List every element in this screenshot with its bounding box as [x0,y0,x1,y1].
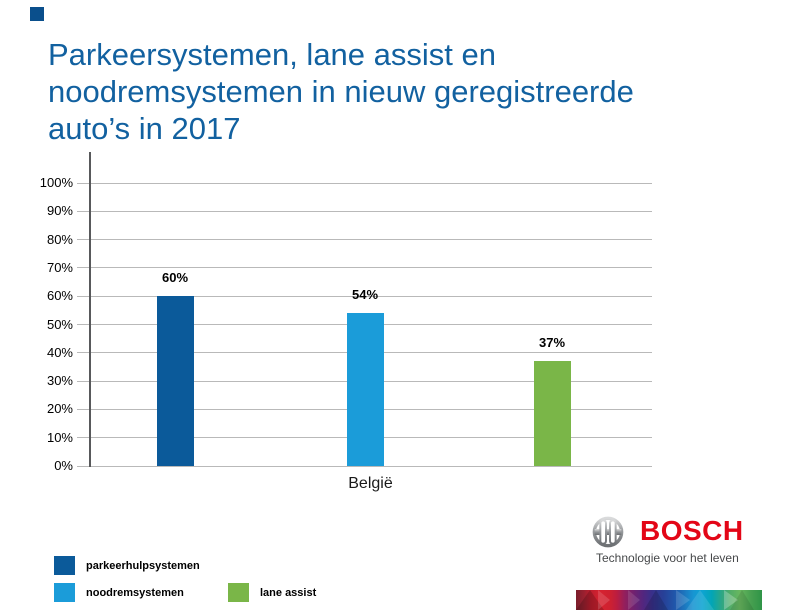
legend-swatch-lane-assist [228,583,249,602]
gridline-70% [77,267,652,269]
y-axis-tick-label: 20% [46,401,73,417]
y-axis-tick-label: 50% [46,316,73,332]
y-axis-tick-label: 90% [46,203,73,219]
bosch-template-corner-square [30,7,44,21]
bar-parkeerhulpsystemen [156,296,194,466]
slide-title: Parkeersystemen, lane assist en noodremsy… [48,36,634,147]
bosch-wordmark: BOSCH [640,515,744,546]
y-axis-tick-label: 80% [46,231,73,247]
title-line-1: Parkeersystemen, lane assist en [48,37,496,72]
gridline-100% [77,182,652,184]
bar-lane-assist [533,361,571,466]
y-axis-tick-label: 60% [46,288,73,304]
legend-swatch-parkeerhulpsystemen [54,556,75,575]
bar-value-label: 54% [351,287,379,303]
bosch-anchor-icon [592,516,624,548]
bosch-supergraphic-strip [576,590,762,610]
y-axis-tick-label: 100% [39,175,73,190]
y-axis-tick-label: 30% [46,373,73,389]
gridline-80% [77,239,652,241]
gridline-0% [77,465,652,467]
y-axis-tick-label: 10% [46,429,73,445]
bar-value-label: 60% [161,270,189,286]
bar-noodremsystemen [346,313,384,466]
y-axis-tick-label: 70% [46,259,73,275]
x-axis-category-label: België [348,475,393,492]
legend-label-parkeerhulpsystemen: parkeerhulpsystemen [86,560,200,572]
title-line-3: auto’s in 2017 [48,111,241,146]
legend-swatch-noodremsystemen [54,583,75,602]
bar-value-label: 37% [538,335,566,351]
gridline-90% [77,210,652,212]
y-axis-tick-label: 40% [46,344,73,360]
legend-label-lane-assist: lane assist [260,587,317,599]
title-line-2: noodremsystemen in nieuw geregistreerde [48,74,634,109]
bosch-tagline: Technologie voor het leven [596,551,739,565]
gridline-60% [77,295,652,297]
legend-label-noodremsystemen: noodremsystemen [86,587,184,599]
y-axis-line [89,152,91,467]
y-axis-tick-label: 0% [54,458,73,473]
